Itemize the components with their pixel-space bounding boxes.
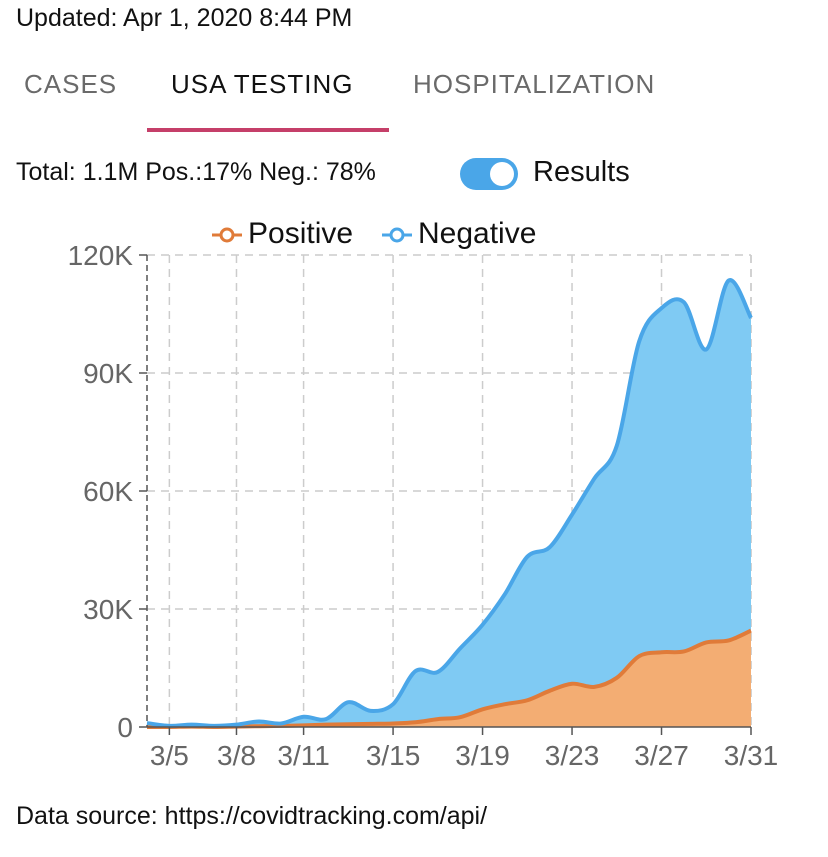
y-tick-label: 120K	[68, 240, 134, 271]
results-toggle[interactable]	[460, 158, 518, 190]
legend-item-negative: Negative	[382, 217, 536, 250]
tab-hospitalization[interactable]: HOSPITALIZATION	[413, 69, 656, 99]
legend-label: Negative	[418, 217, 536, 250]
chart-areas	[146, 278, 753, 730]
legend-item-positive: Positive	[212, 217, 353, 250]
legend-label: Positive	[248, 217, 353, 250]
results-toggle-label: Results	[533, 156, 630, 188]
y-tick-label: 0	[117, 712, 133, 743]
legend-marker-icon	[219, 227, 235, 243]
y-tick-label: 90K	[83, 358, 133, 389]
negative-line	[146, 278, 753, 728]
negative-area	[147, 280, 751, 728]
x-tick-label: 3/5	[150, 740, 189, 771]
x-tick-label: 3/15	[366, 740, 421, 771]
x-tick-label: 3/31	[724, 740, 779, 771]
y-tick-label: 30K	[83, 594, 133, 625]
x-tick-label: 3/19	[455, 740, 510, 771]
active-tab-indicator	[147, 128, 389, 132]
x-tick-label: 3/11	[277, 740, 329, 771]
y-tick-label: 60K	[83, 476, 133, 507]
chart-legend: Positive Negative	[212, 217, 536, 250]
data-source-note: Data source: https://covidtracking.com/a…	[16, 802, 488, 830]
tab-usa-testing[interactable]: USA TESTING	[171, 69, 354, 99]
x-tick-label: 3/27	[634, 740, 689, 771]
testing-summary: Total: 1.1M Pos.:17% Neg.: 78%	[16, 158, 376, 186]
toggle-knob	[490, 162, 514, 186]
x-axis-ticks: 3/5 3/8 3/11 3/15 3/19 3/23 3/27 3/31	[150, 727, 778, 771]
x-tick-label: 3/23	[545, 740, 600, 771]
y-axis-ticks: 0 30K 60K 90K 120K	[68, 240, 147, 743]
tab-bar: CASES USA TESTING HOSPITALIZATION	[0, 60, 828, 136]
updated-timestamp: Updated: Apr 1, 2020 8:44 PM	[16, 4, 353, 32]
x-tick-label: 3/8	[217, 740, 256, 771]
positive-area	[147, 630, 751, 728]
legend-marker-icon	[389, 227, 405, 243]
tab-cases[interactable]: CASES	[24, 69, 118, 99]
